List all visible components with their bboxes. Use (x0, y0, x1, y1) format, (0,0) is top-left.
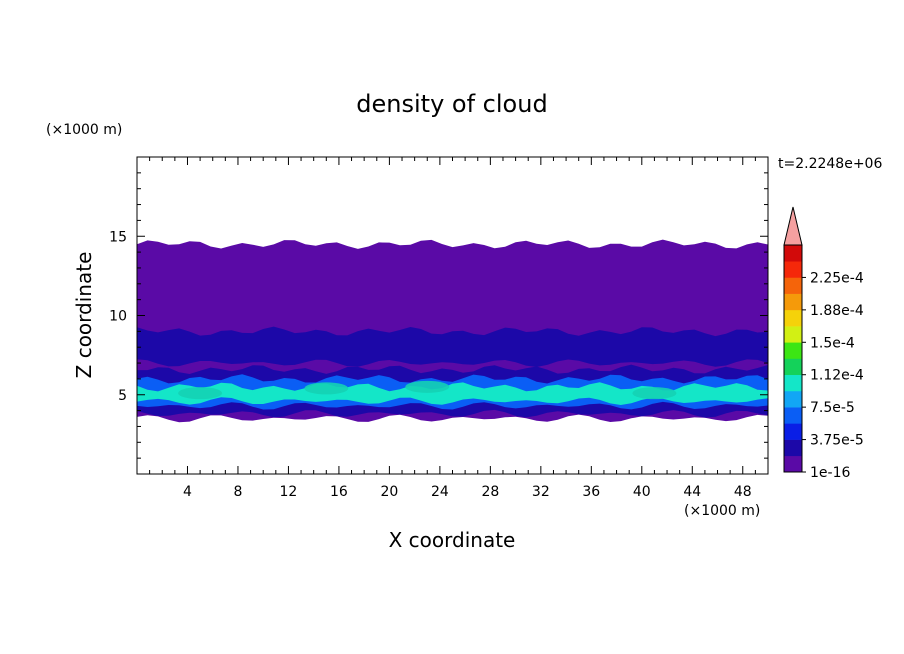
contour-layer (137, 326, 768, 367)
colorbar-swatch (784, 261, 802, 278)
peak-point (178, 387, 223, 400)
colorbar-label: 1.5e-4 (810, 335, 855, 351)
colorbar-frame (783, 244, 803, 473)
x-tick-label: 8 (233, 484, 242, 500)
colorbar-label: 1.12e-4 (810, 368, 864, 384)
colorbar-extend (783, 206, 803, 246)
colorbar-swatch (784, 358, 802, 376)
colorbar-swatch (784, 309, 802, 327)
chart-title: density of cloud (356, 90, 547, 118)
x-axis-ticks: 4 8 12 16 20 24 28 32 36 40 44 48 (149, 157, 756, 500)
x-tick-label: 48 (734, 484, 752, 500)
x-tick-label: 28 (481, 484, 499, 500)
x-unit-label: (×1000 m) (684, 503, 760, 519)
colorbar-swatch (784, 439, 802, 457)
time-label: t=2.2248e+06 (778, 156, 882, 172)
x-tick-label: 20 (380, 484, 398, 500)
x-tick-label: 16 (330, 484, 348, 500)
y-tick-label: 15 (109, 229, 127, 245)
x-tick-label: 44 (683, 484, 701, 500)
contour-layers (137, 239, 768, 423)
peak-point (405, 380, 450, 393)
colorbar-swatch (784, 277, 802, 294)
colorbar-swatch (784, 407, 802, 424)
contour-layer (137, 382, 768, 405)
y-tick-label: 10 (109, 309, 127, 325)
x-tick-label: 4 (183, 484, 192, 500)
x-tick-label: 12 (280, 484, 298, 500)
colorbar-label: 1.88e-4 (810, 303, 864, 319)
peak-point (632, 387, 677, 400)
x-axis-label: X coordinate (389, 528, 516, 552)
colorbar: 1e-16 3.75e-5 7.5e-5 1.12e-4 1.5e-4 1.88e-4 2.… (783, 206, 864, 481)
colorbar-label: 2.25e-4 (810, 270, 864, 286)
peak-point (304, 382, 349, 395)
colorbar-swatch (784, 342, 802, 359)
colorbar-swatch (784, 390, 802, 408)
colorbar-swatch (784, 455, 802, 473)
y-unit-label: (×1000 m) (46, 122, 122, 138)
x-tick-label: 24 (431, 484, 449, 500)
colorbar-swatch (784, 245, 802, 262)
plot-area (137, 239, 768, 423)
colorbar-swatch (784, 423, 802, 440)
x-tick-label: 36 (582, 484, 600, 500)
y-axis-ticks: 5 10 15 (109, 172, 768, 459)
colorbar-label: 7.5e-5 (810, 400, 855, 416)
peak-markers (178, 380, 677, 400)
x-tick-label: 40 (633, 484, 651, 500)
colorbar-label: 3.75e-5 (810, 433, 864, 449)
colorbar-label: 1e-16 (810, 465, 850, 481)
y-tick-label: 5 (118, 388, 127, 404)
y-axis-label: Z coordinate (72, 252, 96, 379)
colorbar-swatch (784, 293, 802, 311)
colorbar-swatch (784, 374, 802, 392)
colorbar-swatch (784, 326, 802, 343)
x-tick-label: 32 (532, 484, 550, 500)
